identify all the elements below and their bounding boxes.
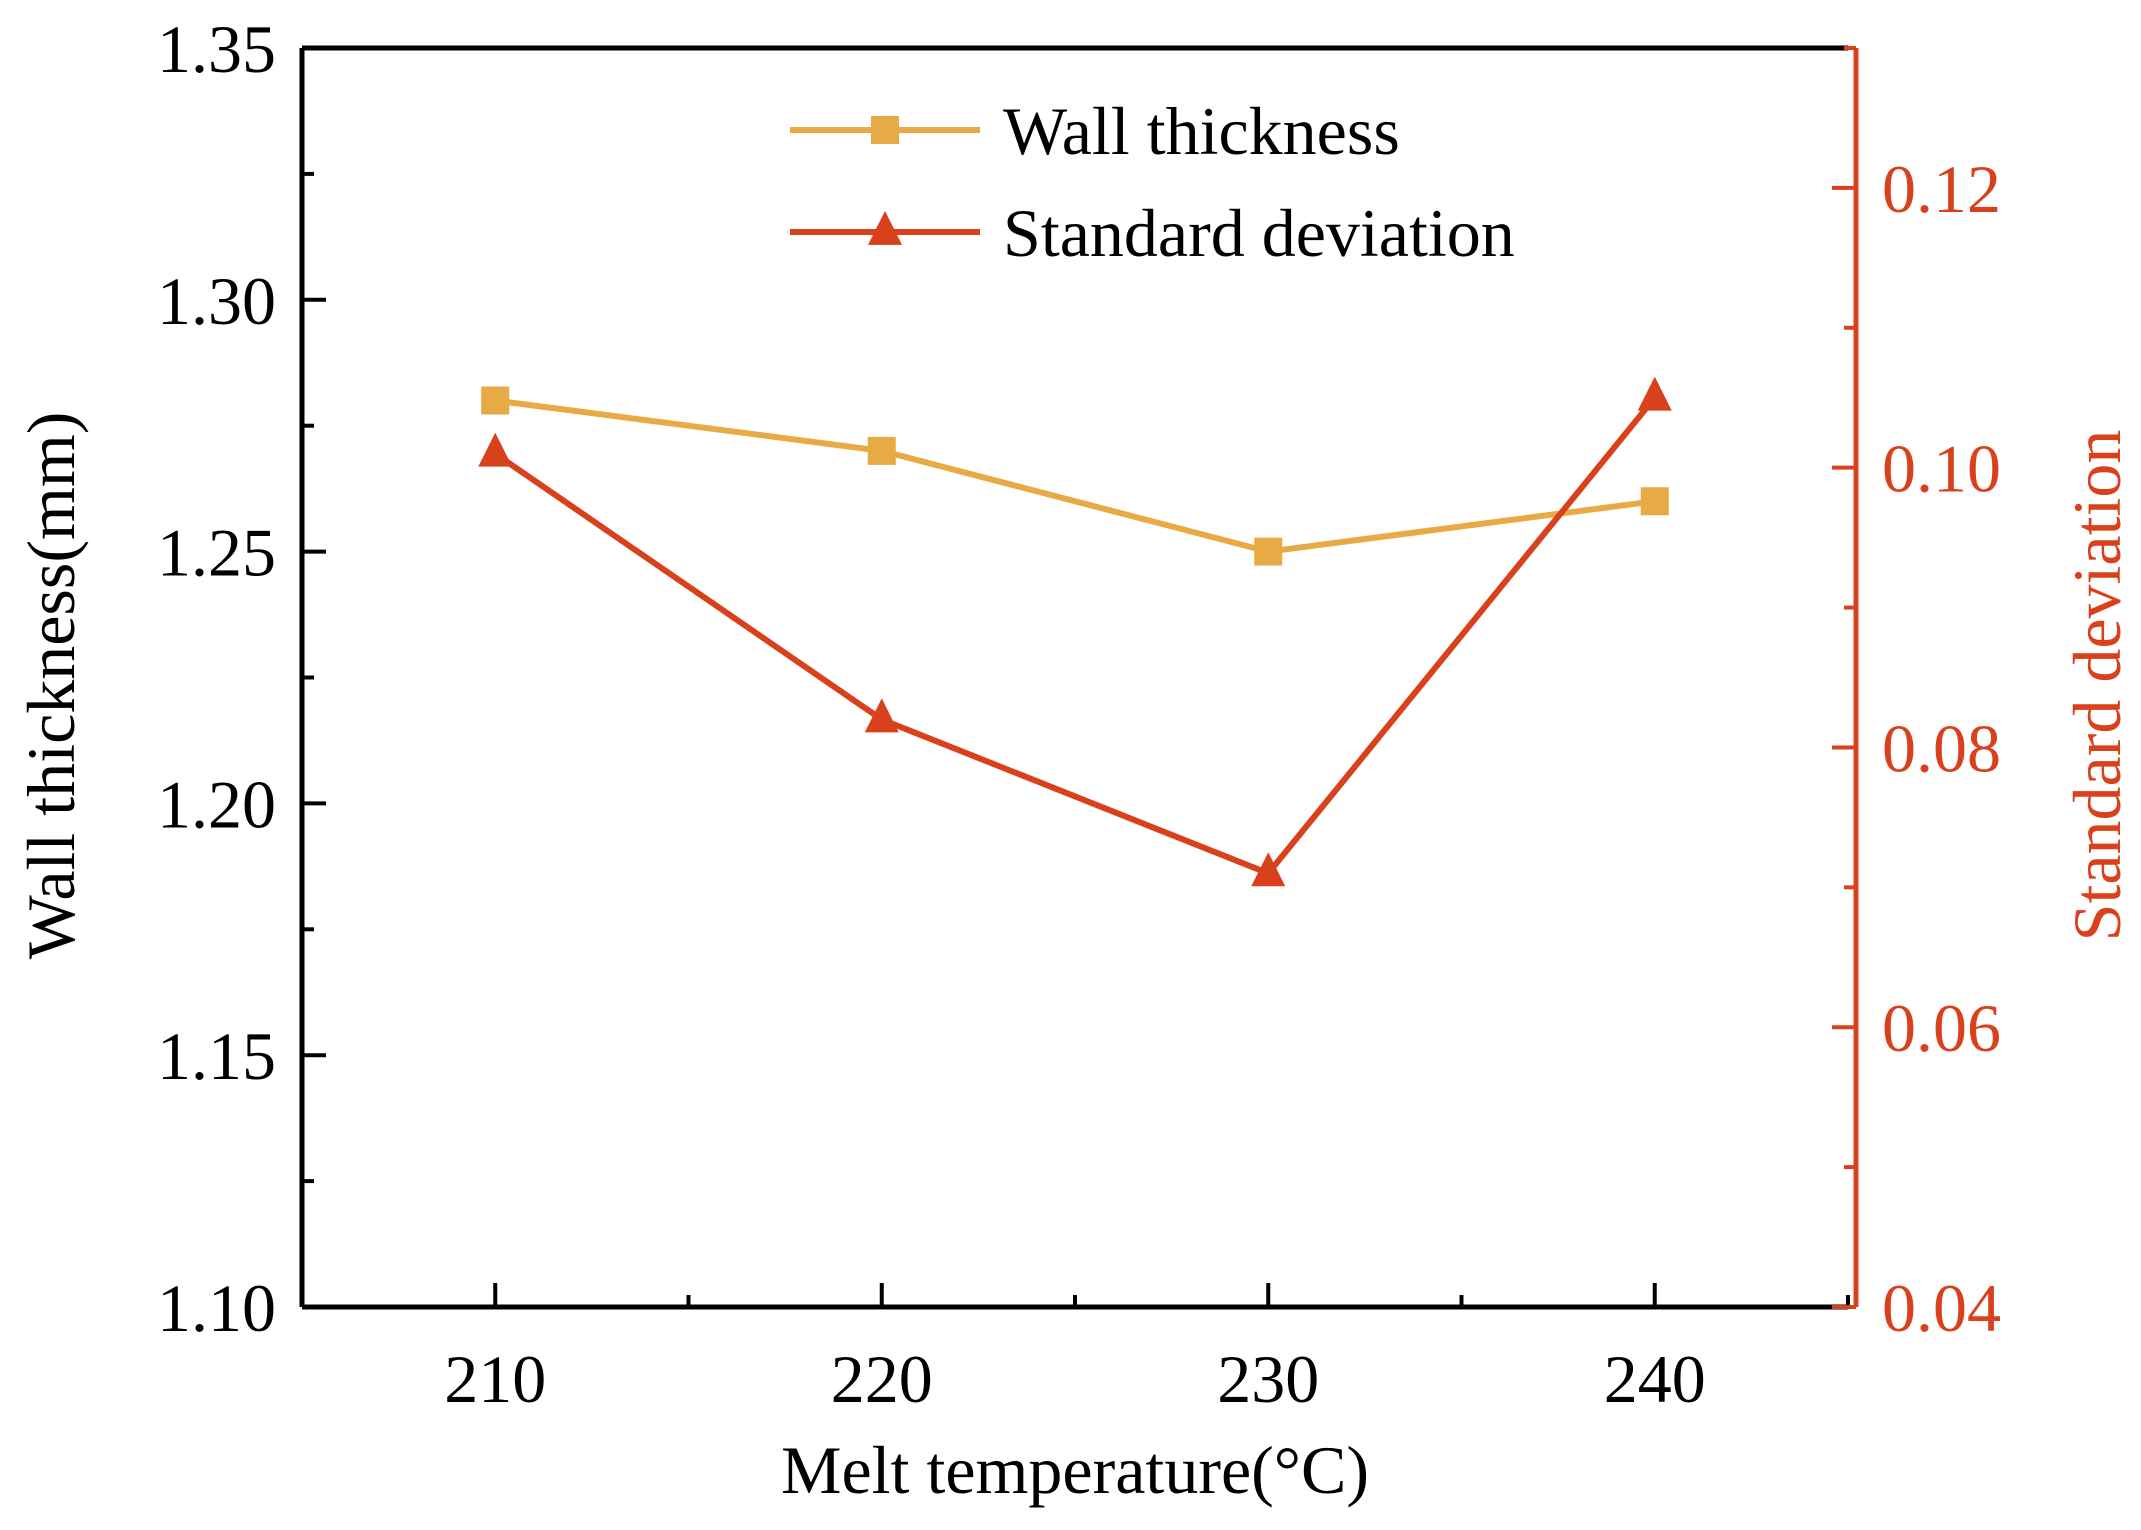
y-right-tick-label: 0.10 — [1882, 431, 2001, 507]
y-left-tick-label: 1.15 — [157, 1018, 276, 1094]
series-line-wall-thickness — [494, 397, 1656, 555]
x-tick-label: 230 — [1217, 1341, 1319, 1417]
series-line-standard-deviation — [493, 395, 1658, 877]
y-axis-right-title: Standard deviation — [2059, 430, 2135, 942]
y-right-tick-label: 0.04 — [1882, 1270, 2001, 1346]
legend-label-standard-deviation: Standard deviation — [1003, 195, 1515, 271]
axes-layer: 210 220 230 240 1.10 1.15 1.20 1.25 1.30 1.35 0.04… — [157, 11, 2001, 1417]
y-left-tick-label: 1.25 — [157, 515, 276, 591]
data-point-wall-thickness — [867, 436, 896, 465]
legend-label-wall-thickness: Wall thickness — [1003, 93, 1400, 169]
data-point-wall-thickness — [1254, 537, 1283, 566]
data-point-standard-deviation — [1251, 852, 1286, 887]
data-point-standard-deviation — [1637, 376, 1672, 411]
x-tick-label: 210 — [444, 1341, 546, 1417]
y-right-tick-label: 0.08 — [1882, 710, 2001, 786]
y-left-tick-label: 1.10 — [157, 1270, 276, 1346]
legend-marker-standard-deviation — [868, 210, 902, 245]
x-tick-label: 240 — [1604, 1341, 1706, 1417]
x-axis-title: Melt temperature(°C) — [781, 1432, 1369, 1508]
legend-marker-wall-thickness — [871, 116, 899, 144]
y-axis-left-title: Wall thickness(mm) — [13, 412, 89, 960]
data-point-wall-thickness — [1640, 487, 1669, 516]
y-left-tick-label: 1.20 — [157, 766, 276, 842]
data-point-standard-deviation — [864, 698, 899, 733]
series-layer — [478, 376, 1672, 887]
y-left-tick-label: 1.35 — [157, 11, 276, 87]
y-left-tick-label: 1.30 — [157, 263, 276, 339]
y-right-tick-label: 0.06 — [1882, 990, 2001, 1066]
legend: Wall thickness Standard deviation — [790, 93, 1515, 271]
data-point-wall-thickness — [481, 386, 510, 415]
x-tick-label: 220 — [831, 1341, 933, 1417]
y-right-tick-label: 0.12 — [1882, 151, 2001, 227]
data-point-standard-deviation — [478, 432, 513, 467]
